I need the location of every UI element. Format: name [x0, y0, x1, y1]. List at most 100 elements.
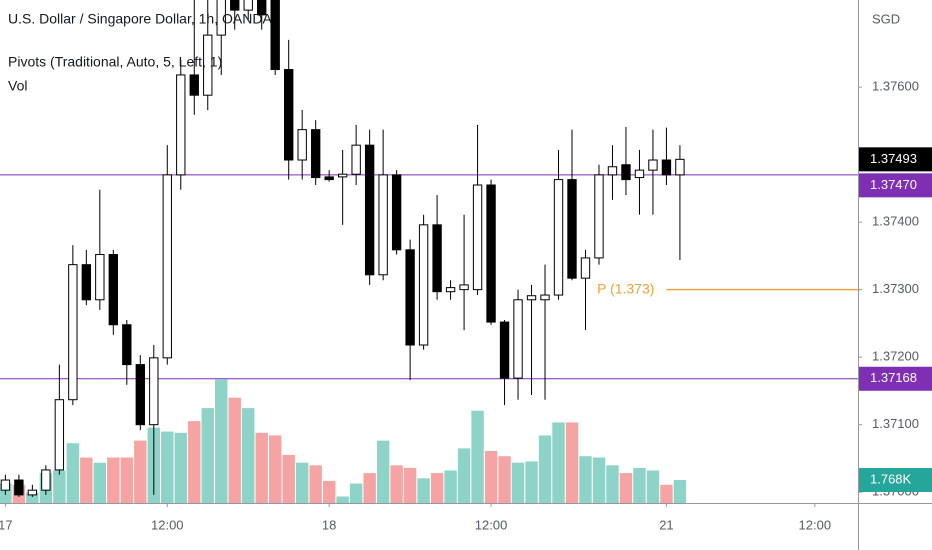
candle-body — [68, 264, 78, 401]
y-tick-label: 1.37200 — [872, 349, 919, 364]
volume-bar — [660, 484, 673, 503]
candle-body — [122, 324, 132, 366]
y-tick-label: 1.37100 — [872, 416, 919, 431]
indicator-label: Pivots (Traditional, Auto, 5, Left, 1) — [8, 54, 222, 70]
candle-body — [230, 0, 240, 11]
candle-body — [553, 179, 564, 296]
x-tick-label: 12:00 — [799, 517, 832, 532]
candle-body — [95, 254, 105, 301]
candle-body — [675, 158, 685, 176]
y-tick-label: 1.37400 — [872, 214, 919, 229]
price-badge — [859, 468, 932, 493]
candle-body — [486, 184, 496, 323]
candle-body — [607, 166, 618, 176]
x-tick-label: 21 — [659, 517, 673, 532]
volume-bar — [93, 462, 107, 503]
candle-body — [108, 254, 119, 326]
volume-bar — [80, 457, 93, 503]
volume-bar — [498, 456, 511, 503]
y-tick-label: 1.37300 — [872, 281, 919, 296]
candle-body — [135, 364, 145, 426]
candle-body — [378, 174, 388, 276]
volume-bar — [295, 462, 309, 503]
volume-bar — [107, 457, 120, 503]
candle-body — [27, 489, 38, 496]
volume-bar — [390, 465, 403, 503]
volume-bar — [592, 457, 606, 503]
volume-bar — [430, 473, 444, 503]
volume-bar — [53, 470, 66, 503]
price-badge-label: 1.37168 — [870, 370, 917, 385]
candle-body — [648, 159, 658, 171]
volume-bar — [282, 454, 295, 503]
volume-bar — [403, 467, 417, 503]
plot-area: P (1.373) — [0, 0, 858, 503]
volume-bar — [228, 397, 241, 503]
candle-body — [472, 184, 483, 291]
volume-bar — [188, 421, 201, 503]
volume-bar — [242, 408, 255, 503]
volume-bar — [255, 432, 268, 503]
volume-bar — [349, 483, 363, 503]
candle-body — [216, 0, 226, 36]
candle-body — [189, 74, 199, 96]
volume-bar — [376, 440, 390, 503]
price-badge — [859, 366, 932, 391]
candle-body — [634, 169, 645, 179]
candle-body — [176, 74, 186, 176]
volume-bar — [215, 379, 228, 503]
candle-body — [203, 34, 213, 96]
volume-bar — [511, 462, 525, 503]
volume-bar — [579, 456, 592, 503]
volume-bar — [565, 422, 579, 503]
volume-bar — [161, 431, 174, 503]
candle-body — [54, 399, 65, 471]
candle-body — [391, 174, 402, 251]
volume-bar — [619, 473, 633, 503]
candle-body — [459, 284, 469, 291]
volume-bar — [552, 422, 565, 503]
candle-body — [337, 173, 348, 178]
candle-body — [513, 299, 523, 379]
candle-body — [14, 479, 24, 496]
axes: 1.370001.371001.372001.373001.374001.376… — [0, 79, 932, 532]
candle-body — [580, 257, 591, 279]
x-tick-label: 17 — [0, 517, 13, 532]
volume-bar — [66, 443, 80, 503]
candle-body — [297, 129, 307, 161]
currency-label: SGD — [872, 11, 900, 26]
candle-body — [257, 0, 267, 16]
candle-body — [499, 321, 510, 379]
candle-body — [243, 0, 253, 11]
candle-body — [364, 144, 375, 276]
candle-body — [526, 295, 537, 301]
pivot-label: P (1.373) — [597, 280, 654, 296]
volume-bar — [134, 440, 147, 503]
price-badge — [859, 173, 932, 198]
volume-bar — [269, 435, 282, 503]
candle-body — [445, 287, 456, 293]
candle-body — [310, 129, 321, 179]
volume-bar — [471, 410, 484, 503]
volume-bar — [457, 448, 471, 503]
volume-bar — [673, 480, 687, 503]
volume-bar — [201, 408, 214, 503]
volume-bar — [444, 470, 457, 503]
volume-bar — [322, 480, 336, 503]
volume-bar — [646, 470, 660, 503]
candle-body — [621, 164, 631, 181]
x-tick-label: 18 — [322, 517, 336, 532]
candle-body — [351, 144, 361, 175]
candle-body — [405, 249, 415, 346]
candle-body — [324, 176, 334, 181]
volume-bar — [606, 465, 619, 503]
candle-body — [270, 0, 280, 71]
candle-body — [594, 174, 604, 259]
volume-bar — [363, 473, 376, 503]
x-tick-label: 12:00 — [151, 517, 184, 532]
chart-title: U.S. Dollar / Singapore Dollar, 1h, OAND… — [8, 11, 272, 27]
volume-bar — [174, 432, 187, 503]
candle-body — [567, 179, 577, 279]
